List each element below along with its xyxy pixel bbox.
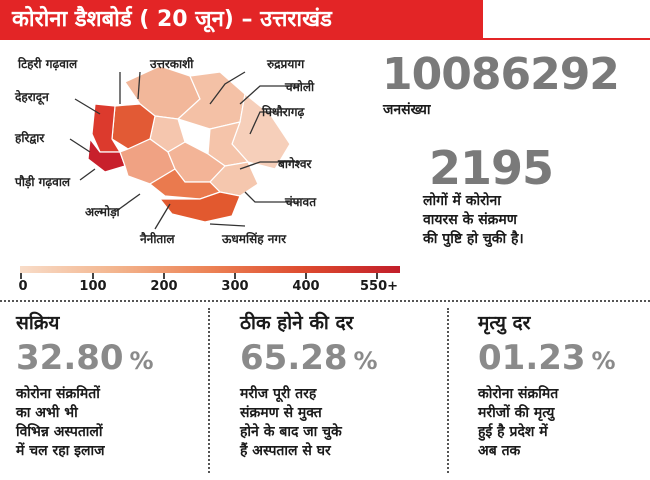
dashboard-title: कोरोना डैशबोर्ड ( 20 जून) – उत्तराखंड (0, 0, 483, 40)
population-value: 10086292 (382, 49, 620, 100)
scale-label: 0 (18, 279, 28, 294)
stat-active: सक्रिय 32.80% कोरोना संक्रमितों का अभी भ… (16, 310, 201, 461)
confirmed-line: की पुष्टि हो चुकी है। (423, 231, 524, 247)
stat-line: हुई है प्रदेश में (478, 424, 548, 440)
stat-description: कोरोना संक्रमित मरीजों की मृत्यु हुई है … (478, 385, 643, 461)
stat-recovery-rate: ठीक होने की दर 65.28% मरीज पूरी तरह संक्… (240, 310, 440, 461)
confirmed-cases-value: 2195 (429, 141, 554, 195)
stat-line: अब तक (478, 443, 521, 459)
scale-label: 550+ (359, 279, 399, 294)
district-nainital (148, 168, 222, 200)
stat-line: संक्रमण से मुक्त (240, 405, 322, 421)
stat-title: मृत्यु दर (478, 312, 531, 334)
stat-title: सक्रिय (16, 312, 60, 334)
label-tehri: टिहरी गढ़वाल (17, 57, 78, 71)
population-label: जनसंख्या (383, 102, 431, 118)
scale-tick (305, 273, 307, 279)
confirmed-line: वायरस के संक्रमण (423, 212, 517, 228)
stat-unit: % (591, 347, 616, 375)
scale-tick (20, 273, 22, 279)
scale-tick (234, 273, 236, 279)
label-haridwar: हरिद्वार (14, 131, 45, 145)
label-champawat: चंपावत (284, 195, 317, 209)
stat-line: मरीजों की मृत्यु (478, 405, 555, 421)
stat-unit: % (353, 347, 378, 375)
stat-number: 01.23 (478, 338, 586, 378)
scale-label: 100 (79, 279, 107, 294)
scale-tick (163, 273, 165, 279)
stat-mortality-rate: मृत्यु दर 01.23% कोरोना संक्रमित मरीजों … (478, 310, 643, 461)
stat-line: का अभी भी (16, 405, 78, 421)
scale-label: 300 (221, 279, 249, 294)
stat-line: होने के बाद जा चुके (240, 424, 342, 440)
scale-tick (376, 273, 378, 279)
uttarakhand-district-map: टिहरी गढ़वाल उत्तरकाशी रुद्रप्रयाग देहरा… (14, 57, 317, 246)
label-udham-singh-nagar: ऊधमसिंह नगर (221, 231, 287, 246)
confirmed-line: लोगों में कोरोना (423, 193, 501, 209)
label-chamoli: चमोली (284, 80, 315, 94)
color-scale-legend: 0 100 200 300 400 550+ (15, 262, 405, 300)
column-divider (447, 308, 449, 473)
stat-line: हैं अस्पताल से घर (240, 443, 331, 459)
label-pithoragarh: पिथौरागढ़ (261, 105, 305, 119)
confirmed-cases-description: लोगों में कोरोना वायरस के संक्रमण की पुष… (423, 192, 633, 249)
stat-value: 32.80% (16, 336, 201, 383)
label-pauri: पौड़ी गढ़वाल (14, 175, 71, 189)
label-dehradun: देहरादून (14, 90, 50, 105)
stat-title: ठीक होने की दर (240, 312, 354, 334)
stat-number: 65.28 (240, 338, 348, 378)
stat-line: कोरोना संक्रमितों (16, 386, 100, 402)
stat-description: मरीज पूरी तरह संक्रमण से मुक्त होने के ब… (240, 385, 440, 461)
label-nainital: नैनीताल (139, 232, 175, 246)
stat-unit: % (129, 347, 154, 375)
label-rudraprayag: रुद्रप्रयाग (266, 57, 305, 71)
label-uttarkashi: उत्तरकाशी (149, 57, 194, 71)
stat-value: 65.28% (240, 336, 440, 383)
district-udham-singh-nagar (158, 191, 241, 223)
color-scale-bar (20, 266, 400, 273)
stat-line: में चल रहा इलाज (16, 443, 105, 459)
scale-label: 400 (292, 279, 320, 294)
header-rule (483, 38, 650, 40)
scale-tick (92, 273, 94, 279)
scale-label: 200 (150, 279, 178, 294)
stat-number: 32.80 (16, 338, 124, 378)
stat-line: मरीज पूरी तरह (240, 386, 317, 402)
stat-value: 01.23% (478, 336, 643, 383)
stat-line: विभिन्न अस्पतालों (16, 424, 103, 440)
stat-line: कोरोना संक्रमित (478, 386, 559, 402)
stat-description: कोरोना संक्रमितों का अभी भी विभिन्न अस्प… (16, 385, 201, 461)
section-divider (0, 300, 650, 302)
label-bageshwar: बागेश्वर (277, 157, 312, 171)
label-almora: अल्मोड़ा (85, 205, 121, 219)
column-divider (208, 308, 210, 473)
